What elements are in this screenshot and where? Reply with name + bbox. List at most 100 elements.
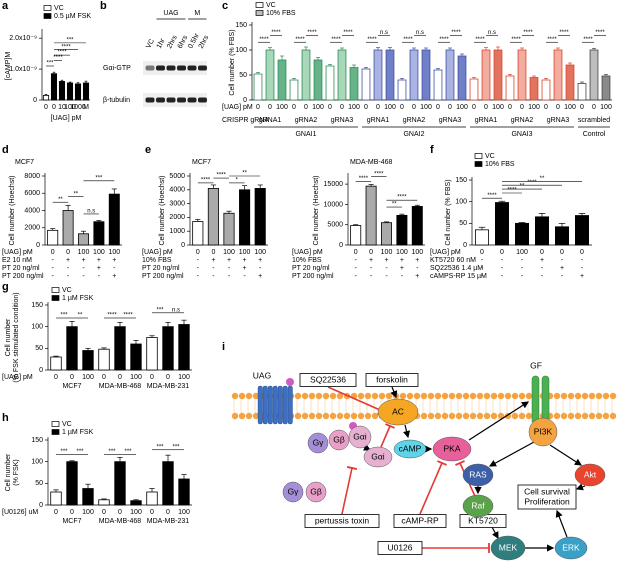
blot-band [177,97,186,103]
x-tick-label: 100 [312,104,324,111]
membrane-lipid [483,412,491,420]
bar [481,49,491,101]
x-tick-label: 100 [564,104,576,111]
significance-label: **** [451,30,461,36]
y-tick-label: 150 [31,437,43,444]
panel-letter: f [430,144,434,156]
significance-label: **** [527,180,537,186]
membrane-lipid [434,392,442,400]
membrane-lipid [518,412,526,420]
row-cell: - [521,257,524,264]
panel-letter: c [222,0,228,12]
x-tick-label: 0 [540,249,544,256]
bar [301,49,311,101]
row-cell: - [228,273,231,280]
diagram-label: Akt [584,469,597,479]
legend-label: 1 µM FSK [62,429,94,436]
row-cell: + [258,257,262,264]
significance-label: n.s [87,209,95,215]
diagram-label: Gβ [333,434,345,444]
diagram-node [363,446,393,468]
x-tick-label: 0 [196,249,200,256]
significance-label: n.s [488,30,496,36]
row-cell: - [370,273,373,280]
membrane-lipid [231,392,239,400]
diagram-node [377,398,419,426]
x-tick-label: 0 [268,104,272,111]
row-label: [UAG] pM [142,249,173,256]
significance-label: **** [259,37,269,43]
membrane-lipid [252,392,260,400]
membrane-lipid [329,412,337,420]
row-label: PT 200 ng/ml [292,273,334,280]
x-tick-label: 0 [166,509,170,516]
bar [47,229,59,246]
row-label: [UAG] pM [2,249,33,256]
bar [254,188,266,246]
x-tick-label: 0 [484,104,488,111]
panel-title: MCF7 [192,159,211,166]
x-tick-label: 0 [44,104,48,111]
y-axis-label: Cell number [5,453,12,491]
diagram-label: PKA [443,443,460,453]
membrane-lipid [567,412,575,420]
subgroup-label: gRNA1 [259,117,282,124]
significance-label: *** [108,449,116,455]
bar [421,49,431,101]
y-tick-label: 5000 [169,173,185,180]
rtk-receptor [541,375,550,425]
row-cell: + [243,257,247,264]
x-tick-label: 100 [178,509,190,516]
legend-swatch [51,295,60,301]
row-cell: - [52,273,55,280]
membrane-lipid [357,412,365,420]
x-tick-label: 0 [70,374,74,381]
y-tick-label: 50 [35,480,43,487]
significance-label: ** [242,171,247,177]
significance-label: n.s [380,30,388,36]
gpcr-helix [267,385,273,425]
x-tick-label: 0 [580,249,584,256]
diagram-label: AC [392,406,404,416]
row-cell: + [400,265,404,272]
blot-band [187,65,197,71]
inhibition-bar [437,460,447,466]
diagram-node [282,481,304,503]
bar [82,488,94,506]
row-cell: + [384,257,388,264]
significance-label: *** [172,444,180,450]
membrane-lipid [602,392,610,400]
panel-title: MCF7 [15,159,34,166]
y-tick-label: 50 [459,220,467,227]
legend-label: VC [266,2,276,9]
panel-letter: h [2,412,9,424]
group-label: MCF7 [62,518,81,525]
inhibition-bar [385,423,395,429]
membrane-lipid [462,392,470,400]
blot-band [198,65,207,71]
bar [98,499,110,506]
membrane-lipid [364,412,372,420]
row-cell: + [66,257,70,264]
significance-label: **** [583,37,593,43]
bar [474,229,489,246]
significance-label: **** [107,313,117,319]
row-cell: - [355,273,358,280]
x-tick-label: 0 [150,509,154,516]
row-cell: - [481,273,484,280]
legend-label: 10% FBS [485,161,515,168]
x-tick-label: 100 [348,104,360,111]
membrane-lipid [490,392,498,400]
membrane-lipid [525,412,533,420]
significance-label: **** [201,177,211,183]
significance-label: **** [523,30,533,36]
y-tick-label: 2000 [24,225,40,232]
legend-swatch [43,5,52,11]
membrane-lipid [413,392,421,400]
bar [66,82,74,101]
bar [313,59,323,101]
row-cell: - [581,265,584,272]
row-cell: + [112,273,116,280]
row-cell: - [501,265,504,272]
y-tick-label: 50 [239,72,247,79]
